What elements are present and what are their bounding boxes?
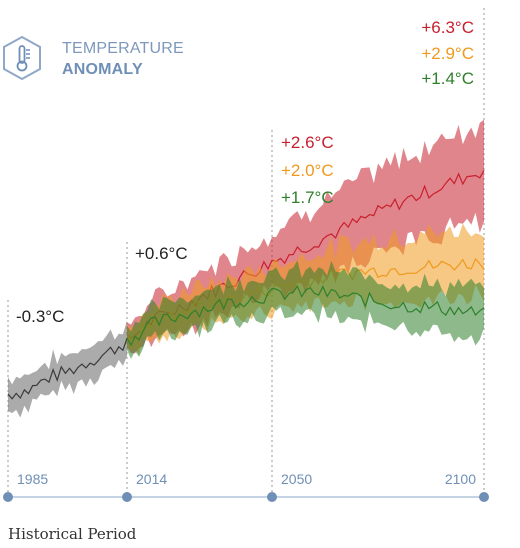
band-low — [127, 260, 484, 359]
timeline-dot-2050[interactable] — [267, 492, 277, 502]
line-low — [126, 284, 485, 347]
historical-period-label: Historical Period — [8, 525, 137, 543]
year-label-2014: 2014 — [136, 471, 167, 487]
annotation-label: +2.0°C — [281, 161, 334, 180]
annotation-label: +2.6°C — [281, 133, 334, 152]
year-label-2050: 2050 — [281, 471, 312, 487]
annotation-label: +1.7°C — [281, 188, 334, 207]
series-layer — [7, 119, 485, 418]
band-historical — [8, 320, 127, 418]
timeline-dot-2100[interactable] — [479, 492, 489, 502]
annotation-layer: -0.3°C +0.6°C +2.6°C +2.0°C +1.7°C +6.3°C +2.9… — [16, 18, 474, 326]
annotation-label: +6.3°C — [421, 18, 474, 37]
annotation-label: -0.3°C — [16, 307, 64, 326]
year-label-2100: 2100 — [445, 471, 476, 487]
header: TEMPERATURE ANOMALY — [3, 35, 184, 81]
year-label-1985: 1985 — [17, 471, 48, 487]
milestone-lines — [7, 8, 485, 497]
timeline-axis: 1985 2014 2050 2100 — [3, 471, 489, 502]
title-line2: ANOMALY — [62, 61, 143, 78]
line-historical — [7, 338, 128, 400]
title-line1: TEMPERATURE — [62, 40, 184, 57]
annotation-label: +1.4°C — [421, 69, 474, 88]
annotation-label: +0.6°C — [135, 244, 188, 263]
timeline-dot-1985[interactable] — [3, 492, 13, 502]
thermometer-hexagon-icon — [3, 35, 41, 81]
timeline-dot-2014[interactable] — [122, 492, 132, 502]
annotation-label: +2.9°C — [421, 44, 474, 63]
